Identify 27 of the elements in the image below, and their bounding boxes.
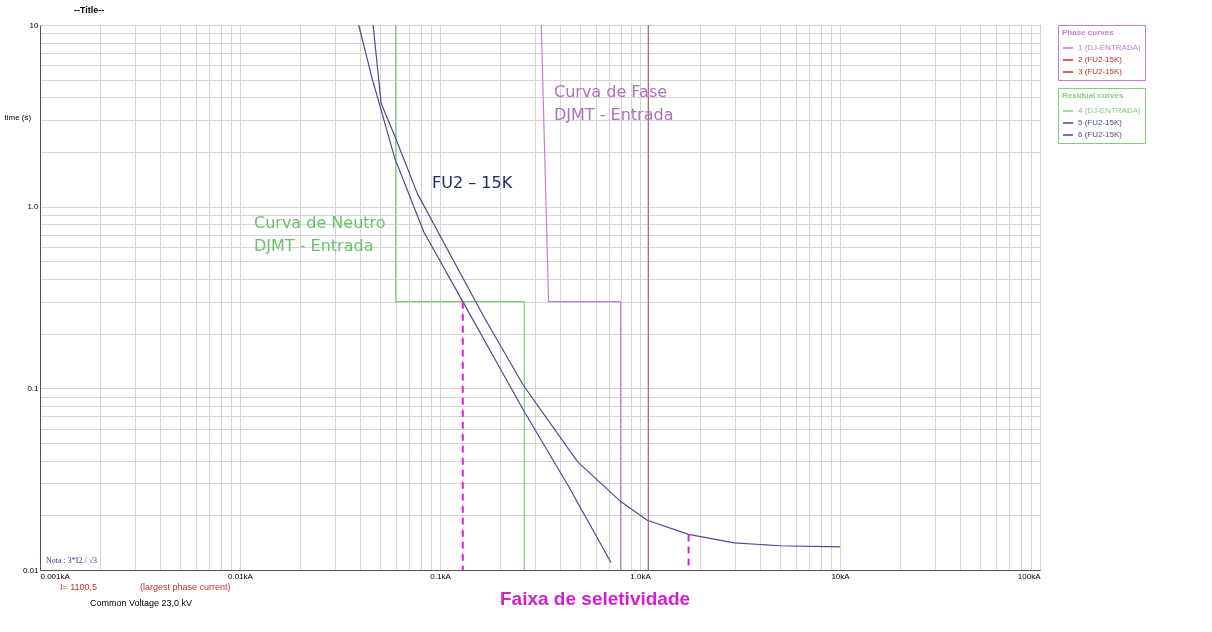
legend-label: 1 (DJ-ENTRADA)	[1078, 43, 1141, 52]
annotation: Nota : 3*I2 / √3	[46, 556, 98, 565]
text: I= 1100,5	[60, 582, 98, 592]
legend-label: 3 (FU2-15K)	[1078, 67, 1123, 76]
text: (largest phase current)	[140, 582, 231, 592]
x-tick-label: 10kA	[831, 571, 851, 581]
legend-label: 5 (FU2-15K)	[1078, 118, 1123, 127]
x-tick-label: 1.0kA	[630, 571, 652, 581]
y-axis-title: time (s)	[4, 112, 32, 122]
legend-label: 4 (DJ-ENTRADA)	[1078, 106, 1141, 115]
y-tick-label: 1.0	[27, 202, 40, 212]
x-tick-label: 0.1kA	[430, 571, 452, 581]
text: Faixa de seletividade	[500, 588, 691, 610]
text: Residual curves	[1062, 91, 1124, 100]
legend-label: 2 (FU2-15K)	[1078, 55, 1123, 64]
legend-label: 6 (FU2-15K)	[1078, 130, 1123, 139]
y-tick-label: 0.01	[22, 565, 40, 575]
x-tick-label: 100kA	[1017, 571, 1042, 581]
annotation: Curva de Neutro DJMT - Entrada	[254, 213, 386, 256]
text: Common Voltage 23,0 kV	[90, 598, 193, 608]
text: Phase curves	[1062, 28, 1114, 37]
x-tick-label: 0.001kA	[40, 571, 71, 581]
annotation: FU2 – 15K	[432, 173, 513, 192]
y-tick-label: 0.1	[27, 383, 40, 393]
y-tick-label: 10	[29, 20, 40, 30]
x-tick-label: 0.01kA	[228, 571, 254, 581]
chart-title: --Title--	[74, 5, 105, 15]
